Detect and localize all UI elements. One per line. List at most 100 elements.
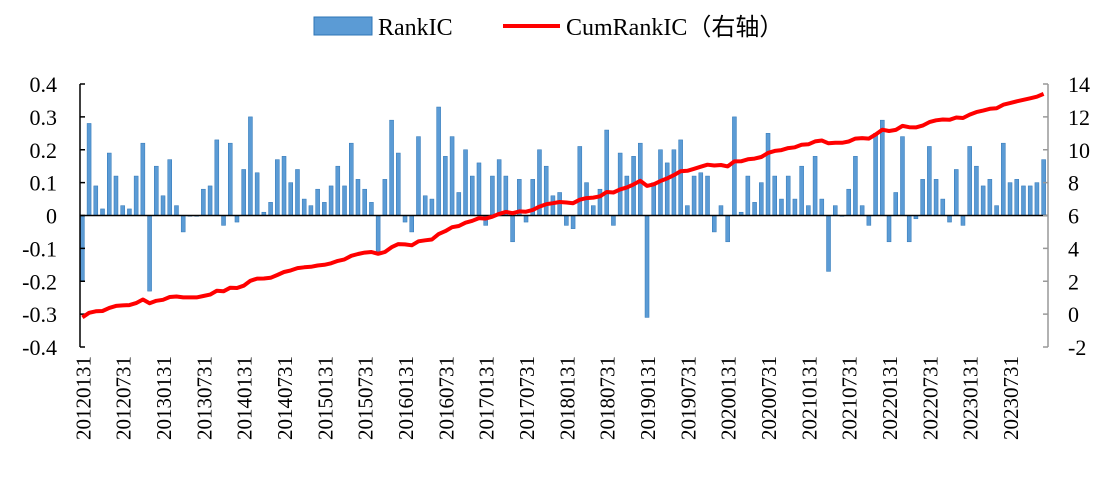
x-axis-tick-label: 20210131 (797, 356, 821, 440)
rankic-bar (503, 175, 509, 216)
rankic-bar (859, 205, 865, 216)
left-axis-tick-label: -0.1 (22, 236, 57, 261)
rankic-bar (301, 198, 307, 216)
x-axis-tick-label: 20130131 (152, 356, 176, 440)
rankic-bar (617, 152, 623, 216)
x-axis-tick-label: 20230131 (959, 356, 983, 440)
line-layer (81, 92, 1045, 320)
rankic-bar (624, 175, 630, 216)
rankic-bar (644, 215, 650, 318)
rankic-bar (342, 185, 347, 216)
rankic-bar (221, 215, 226, 226)
x-axis-tick-label: 20200131 (717, 356, 741, 440)
rankic-bar (295, 169, 300, 216)
rankic-bar (960, 215, 966, 226)
rankic-bar (987, 179, 993, 216)
rankic-bar (308, 205, 314, 216)
x-axis-tick-label: 20130731 (192, 356, 216, 440)
rankic-bar (396, 152, 401, 216)
rankic-bar (947, 215, 952, 223)
x-axis-tick-label: 20170131 (475, 356, 499, 440)
right-axis-tick-label: 2 (1068, 269, 1079, 294)
left-axis-tick-label: 0.1 (30, 171, 58, 196)
rankic-bar (510, 215, 515, 243)
right-axis-tick-label: 8 (1068, 171, 1079, 196)
rankic-bar (678, 139, 683, 216)
rankic-bar (853, 156, 858, 216)
rankic-bar (954, 169, 959, 216)
rankic-bar (900, 136, 905, 216)
right-axis-tick-label: 0 (1068, 302, 1079, 327)
legend-label-rankic: RankIC (378, 15, 453, 41)
rankic-bar (772, 175, 777, 216)
rankic-bar (826, 215, 831, 272)
rankic-bar (799, 165, 804, 216)
rankic-bar (1041, 159, 1046, 216)
rankic-bar (893, 192, 898, 216)
rankic-bar (819, 198, 825, 216)
rankic-bar (570, 215, 576, 229)
rankic-bar (664, 162, 670, 216)
rankic-bar (833, 205, 838, 216)
right-axis-tick-label: 10 (1068, 138, 1090, 163)
rankic-bar (691, 175, 697, 216)
rankic-bar (234, 215, 240, 223)
rankic-bar (201, 188, 206, 216)
rankic-bar (718, 205, 724, 216)
rankic-bar (120, 205, 125, 216)
left-axis-tick-label: 0.3 (30, 105, 58, 130)
rankic-bar (705, 175, 710, 216)
rankic-bar (154, 165, 159, 216)
right-axis-tick-label: 4 (1068, 236, 1079, 261)
x-axis-tick-label: 20230731 (999, 356, 1023, 440)
rankic-bar (93, 185, 99, 216)
left-axis-tick-label: 0.4 (30, 72, 58, 97)
rankic-bar (463, 149, 468, 216)
rankic-bar (1027, 185, 1033, 216)
left-axis-tick-label: 0 (46, 204, 57, 229)
rankic-bar (416, 136, 421, 216)
right-axis-tick-label: 14 (1068, 72, 1090, 97)
axes-layer: 0.40.30.20.10-0.1-0.2-0.3-0.414121086420… (22, 72, 1090, 440)
rankic-bar (994, 205, 999, 216)
x-axis-tick-label: 20180731 (596, 356, 620, 440)
rankic-bar (167, 159, 172, 216)
rankic-bar (685, 205, 690, 216)
right-axis-tick-label: 12 (1068, 105, 1090, 130)
rankic-bar (268, 202, 273, 216)
x-axis-tick-label: 20120731 (112, 356, 136, 440)
rankic-bar (927, 146, 932, 216)
rankic-bar (806, 205, 811, 216)
rankic-bar (564, 215, 569, 226)
rankic-bar (698, 172, 704, 216)
rankic-bar (523, 215, 529, 223)
left-axis-tick-label: -0.4 (22, 335, 57, 360)
rankic-bar (812, 156, 818, 216)
rankic-bar (248, 116, 253, 216)
rankic-bar (281, 156, 287, 216)
rankic-bar (322, 202, 327, 216)
rankic-bar (375, 215, 381, 252)
x-axis-tick-label: 20140731 (273, 356, 297, 440)
rankic-bar (382, 179, 388, 216)
legend-label-cumrankic: CumRankIC（右轴） (566, 14, 783, 41)
rankic-bar (100, 208, 105, 216)
rankic-bar (443, 156, 448, 216)
rankic-bar (113, 175, 119, 216)
rankic-bar (127, 208, 132, 216)
rankic-bar (752, 202, 757, 216)
rankic-bar (436, 106, 441, 216)
rankic-bar (456, 192, 462, 216)
left-axis-tick-label: -0.2 (22, 269, 57, 294)
rankic-bar (422, 195, 428, 216)
rankic-bar (725, 215, 730, 243)
cumrankic-line (81, 92, 1045, 320)
rankic-bar (933, 179, 939, 216)
rankic-bar (369, 202, 374, 216)
x-axis-tick-label: 20150131 (313, 356, 337, 440)
rankic-bar (967, 146, 972, 216)
rankic-bar (355, 179, 361, 216)
x-axis-tick-label: 20170731 (515, 356, 539, 440)
rankic-bar (880, 119, 885, 216)
